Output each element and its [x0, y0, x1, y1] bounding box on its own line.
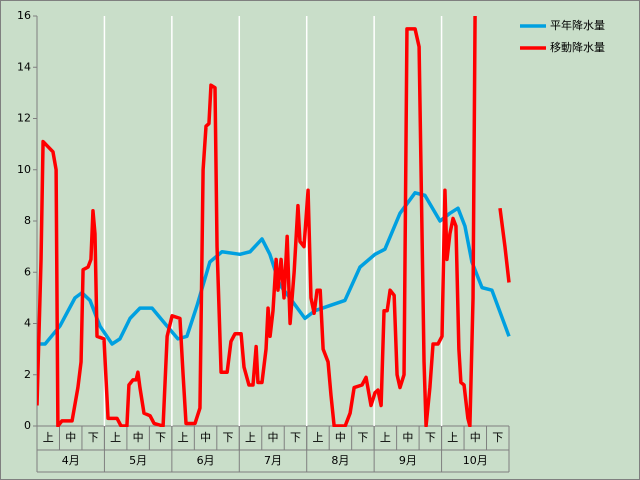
x-tick-label: 上 — [43, 431, 54, 444]
x-tick-label: 下 — [155, 431, 166, 444]
y-tick-label: 14 — [17, 60, 31, 73]
x-tick-label: 中 — [470, 431, 481, 444]
x-tick-label: 中 — [268, 431, 279, 444]
y-tick-label: 2 — [24, 368, 31, 381]
legend-label: 移動降水量 — [550, 40, 605, 54]
series-line — [37, 15, 511, 427]
month-label: 10月 — [463, 454, 488, 467]
x-tick-label: 上 — [312, 431, 323, 444]
month-label: 4月 — [62, 454, 80, 467]
x-tick-label: 上 — [245, 431, 256, 444]
series-line — [37, 191, 511, 346]
month-label: 8月 — [331, 454, 349, 467]
legend-label: 平年降水量 — [550, 18, 605, 32]
month-label: 5月 — [129, 454, 147, 467]
y-tick-label: 10 — [17, 163, 31, 176]
x-tick-label: 中 — [200, 431, 211, 444]
x-tick-label: 下 — [357, 431, 368, 444]
month-label: 9月 — [399, 454, 417, 467]
month-label: 6月 — [197, 454, 215, 467]
x-tick-label: 中 — [133, 431, 144, 444]
x-tick-label: 上 — [380, 431, 391, 444]
y-tick-label: 6 — [24, 265, 31, 278]
x-tick-label: 下 — [425, 431, 436, 444]
y-tick-label: 12 — [17, 112, 31, 125]
x-tick-label: 中 — [402, 431, 413, 444]
x-tick-label: 下 — [492, 431, 503, 444]
x-tick-label: 中 — [65, 431, 76, 444]
y-tick-label: 8 — [24, 214, 31, 227]
x-tick-label: 上 — [447, 431, 458, 444]
x-tick-label: 下 — [88, 431, 99, 444]
y-tick-label: 16 — [17, 9, 31, 22]
x-tick-label: 上 — [178, 431, 189, 444]
x-tick-label: 中 — [335, 431, 346, 444]
y-tick-label: 4 — [24, 317, 31, 330]
x-tick-label: 下 — [290, 431, 301, 444]
x-tick-label: 上 — [110, 431, 121, 444]
month-label: 7月 — [264, 454, 282, 467]
y-tick-label: 0 — [24, 419, 31, 432]
x-tick-label: 下 — [223, 431, 234, 444]
